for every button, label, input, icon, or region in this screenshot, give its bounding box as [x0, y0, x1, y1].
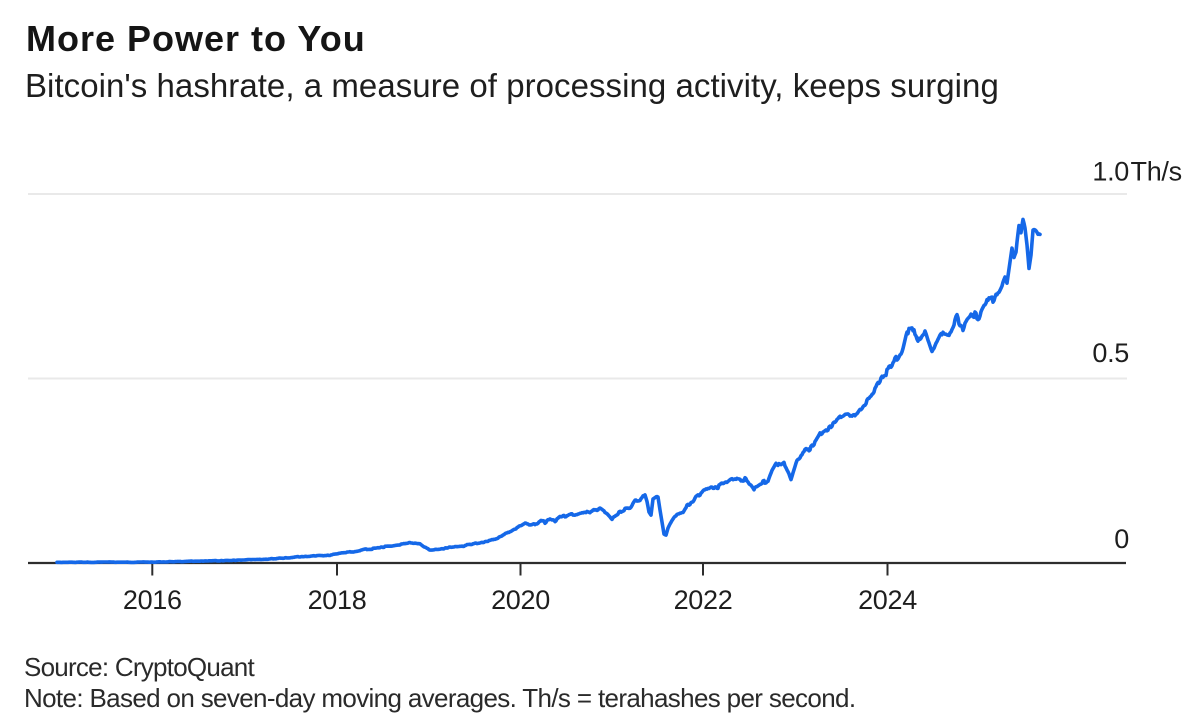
svg-text:0.5: 0.5: [1092, 338, 1129, 368]
svg-text:1.0: 1.0: [1092, 157, 1129, 187]
svg-text:2024: 2024: [858, 585, 917, 615]
svg-text:2016: 2016: [123, 585, 182, 615]
svg-text:2022: 2022: [674, 585, 733, 615]
svg-text:2020: 2020: [491, 585, 550, 615]
svg-text:2018: 2018: [308, 585, 367, 615]
svg-text:Th/s: Th/s: [1131, 157, 1182, 187]
svg-text:0: 0: [1114, 524, 1129, 554]
